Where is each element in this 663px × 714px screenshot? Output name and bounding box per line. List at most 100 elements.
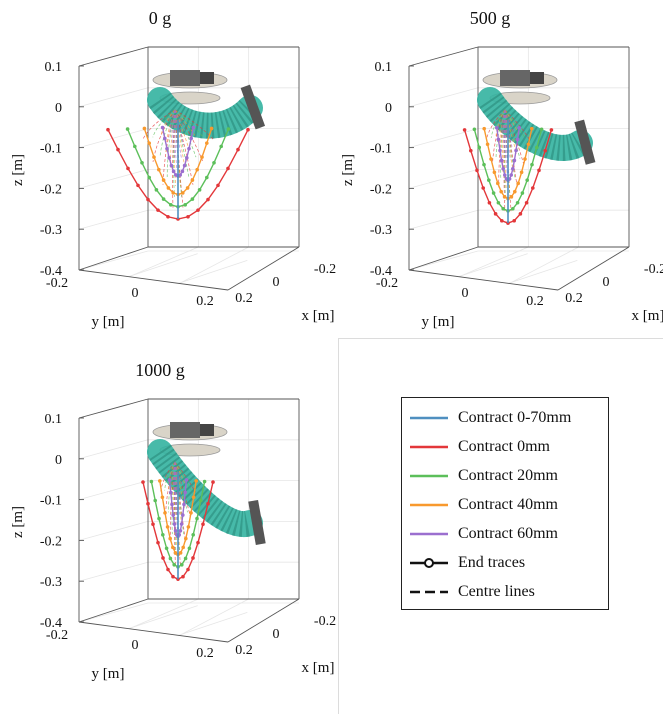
- end-trace-marker: [153, 498, 157, 503]
- z-tick-label: 0: [55, 453, 62, 468]
- x-tick-label: 0.2: [235, 643, 253, 658]
- centre-line: [165, 109, 176, 153]
- end-trace-marker: [154, 188, 159, 192]
- end-trace-marker: [226, 166, 230, 171]
- series-contract-60mm: [167, 461, 189, 539]
- end-trace-marker: [187, 546, 192, 551]
- z-axis-label: z [m]: [340, 154, 356, 186]
- y-axis-line: [408, 269, 559, 291]
- end-trace-marker: [205, 175, 209, 180]
- end-trace-marker: [170, 502, 174, 507]
- end-trace-marker: [181, 574, 185, 579]
- legend-label: Contract 40mm: [458, 496, 558, 513]
- end-trace-marker: [168, 556, 173, 561]
- end-trace-marker: [151, 522, 155, 527]
- grid-line-z-side: [78, 480, 149, 500]
- y-axis-label: y [m]: [422, 314, 455, 330]
- motor-block-right: [200, 424, 214, 436]
- end-trace-marker: [195, 167, 199, 172]
- end-trace-marker: [157, 167, 161, 172]
- legend-swatch: [410, 590, 448, 594]
- grid-line-floor-y: [128, 253, 198, 278]
- x-axis-label: x [m]: [632, 308, 663, 324]
- end-trace-marker: [487, 200, 492, 205]
- end-trace-marker: [146, 501, 150, 506]
- centre-line: [504, 109, 514, 134]
- end-trace-marker: [165, 146, 169, 151]
- centre-line: [174, 461, 188, 513]
- legend-item: Centre lines: [408, 580, 535, 604]
- end-trace-marker: [496, 200, 501, 205]
- soft-arm-mesh: [479, 92, 588, 161]
- end-trace-marker: [180, 169, 185, 174]
- end-trace-marker: [186, 525, 191, 529]
- legend-item: Contract 0-70mm: [408, 406, 571, 430]
- end-trace-marker: [191, 495, 196, 500]
- box-edge-floor-left: [78, 598, 149, 623]
- end-trace-marker: [116, 147, 120, 152]
- grid-line-z-side: [78, 439, 149, 460]
- end-trace-marker: [515, 200, 520, 205]
- grid-line-z-side: [408, 169, 479, 189]
- end-trace-marker: [163, 511, 167, 515]
- end-trace-marker: [511, 206, 515, 211]
- z-tick-label: -0.2: [370, 182, 392, 197]
- end-trace-marker: [489, 157, 493, 161]
- end-trace-marker: [543, 148, 547, 153]
- grid-line-z-side: [408, 250, 479, 271]
- end-trace-marker: [186, 567, 190, 572]
- grid-line-z-side: [78, 250, 149, 271]
- end-trace-marker: [549, 128, 554, 132]
- end-trace-marker: [136, 183, 140, 188]
- end-trace-marker: [171, 545, 175, 550]
- centre-line: [504, 109, 530, 140]
- gripper-end-effector: [240, 84, 266, 130]
- end-trace-marker: [161, 556, 165, 560]
- end-trace-marker: [196, 540, 200, 545]
- end-trace-marker: [535, 145, 539, 150]
- legend-label: Contract 20mm: [458, 467, 558, 484]
- y-axis-line: [78, 621, 229, 643]
- end-trace-marker: [472, 127, 477, 132]
- legend-swatch: [410, 532, 448, 536]
- grid-line-z-side: [78, 561, 149, 582]
- end-trace-marker: [171, 574, 175, 579]
- grid-line-floor-y: [128, 605, 198, 630]
- y-tick-label: 0.2: [526, 294, 544, 309]
- end-trace-marker: [519, 170, 524, 175]
- x-axis-label: x [m]: [302, 308, 335, 324]
- end-trace-marker: [525, 178, 529, 182]
- end-trace-marker: [185, 186, 190, 190]
- centre-line: [169, 109, 176, 133]
- end-trace-marker: [176, 577, 180, 581]
- end-trace-marker: [181, 545, 185, 550]
- z-tick-label: 0: [55, 101, 62, 116]
- end-trace-marker: [167, 478, 172, 482]
- end-trace-marker: [200, 155, 204, 159]
- z-tick-label: -0.2: [40, 534, 62, 549]
- end-trace-marker: [161, 197, 166, 201]
- robot-arm-render: [147, 70, 266, 139]
- gripper-end-effector: [248, 499, 266, 546]
- end-trace-marker: [182, 163, 187, 168]
- z-tick-label: -0.3: [370, 223, 392, 238]
- motor-block: [170, 422, 200, 438]
- box-edge-top-left: [408, 46, 479, 67]
- x-tick-label: 0: [603, 275, 610, 290]
- grid-line-floor-y: [458, 253, 528, 278]
- end-trace-marker: [503, 173, 507, 177]
- end-trace-marker: [182, 502, 186, 507]
- grid-line-floor-x: [179, 246, 249, 284]
- subplot-2: 1000 g 0.1 0 -0.1 -0.2 -0.3 -0.4 z [m] -0.2 0 0.2 y…: [10, 360, 336, 682]
- centre-line: [503, 109, 506, 201]
- end-trace-marker: [163, 136, 167, 141]
- centre-line: [174, 109, 214, 140]
- legend: Contract 0-70mm Contract 0mm Contract 20mm…: [401, 397, 609, 610]
- centre-line: [174, 109, 187, 133]
- end-trace-marker: [197, 188, 202, 192]
- x-axis-line: [227, 246, 300, 291]
- centre-line: [172, 109, 176, 208]
- end-trace-marker: [495, 125, 499, 130]
- end-trace-marker: [487, 178, 491, 182]
- centre-line: [160, 109, 176, 136]
